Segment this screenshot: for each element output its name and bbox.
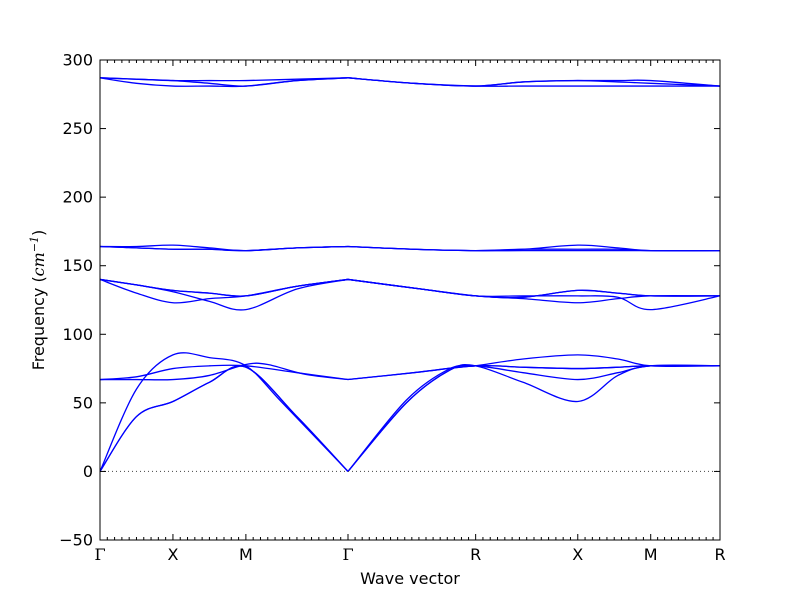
y-tick-label: 50 — [73, 393, 93, 412]
band-line-5-seg-2 — [347, 364, 721, 381]
x-tick-label: X — [572, 545, 583, 564]
x-tick-label: Γ — [94, 545, 105, 564]
band-line-15-seg-1 — [99, 77, 349, 88]
band-line-1-seg-1 — [99, 365, 349, 472]
band-line-2-seg-1 — [99, 365, 349, 472]
y-tick-label: 200 — [62, 188, 93, 207]
band-line-15-seg-2 — [347, 77, 720, 87]
band-line-8-seg-2 — [347, 278, 721, 304]
y-tick-label: 150 — [62, 256, 93, 275]
plot-frame — [99, 59, 721, 541]
band-line-7-seg-2 — [347, 278, 721, 299]
x-tick-label: M — [644, 545, 658, 564]
y-axis-label-unit: cm — [29, 252, 48, 276]
band-line-10-seg-2 — [347, 244, 721, 252]
x-tick-label: X — [167, 545, 178, 564]
band-lines — [99, 77, 721, 472]
y-axis-label-prefix: Frequency ( — [29, 276, 48, 370]
y-axis-label-suffix: ) — [29, 230, 48, 236]
band-line-3-seg-1 — [99, 352, 349, 472]
x-tick-label: Γ — [342, 545, 353, 564]
band-line-8-seg-1 — [99, 278, 349, 304]
band-line-9-seg-2 — [347, 278, 721, 311]
y-axis-label: Frequency (cm−1) — [28, 230, 49, 371]
y-tick-label: 100 — [62, 325, 93, 344]
y-tick-label: 250 — [62, 119, 93, 138]
x-axis-label: Wave vector — [360, 569, 460, 588]
y-axis-label-exponent: −1 — [28, 236, 41, 252]
y-tick-label: 0 — [83, 462, 93, 481]
band-line-3-seg-2 — [347, 354, 721, 472]
x-tick-label: R — [470, 545, 481, 564]
band-line-6-seg-2 — [347, 278, 721, 299]
band-line-9-seg-1 — [99, 278, 349, 311]
y-axis-ticks: −50 0 50 100 150 200 250 300 — [59, 51, 720, 550]
band-line-12-seg-2 — [347, 245, 720, 252]
band-line-12-seg-1 — [99, 245, 349, 252]
y-tick-label: 300 — [62, 51, 93, 70]
x-tick-label: M — [239, 545, 253, 564]
band-line-1-seg-2 — [347, 363, 721, 472]
band-line-2-seg-2 — [347, 364, 721, 472]
band-line-5-seg-1 — [100, 362, 349, 381]
y-tick-label: −50 — [59, 531, 93, 550]
x-tick-label: R — [714, 545, 725, 564]
